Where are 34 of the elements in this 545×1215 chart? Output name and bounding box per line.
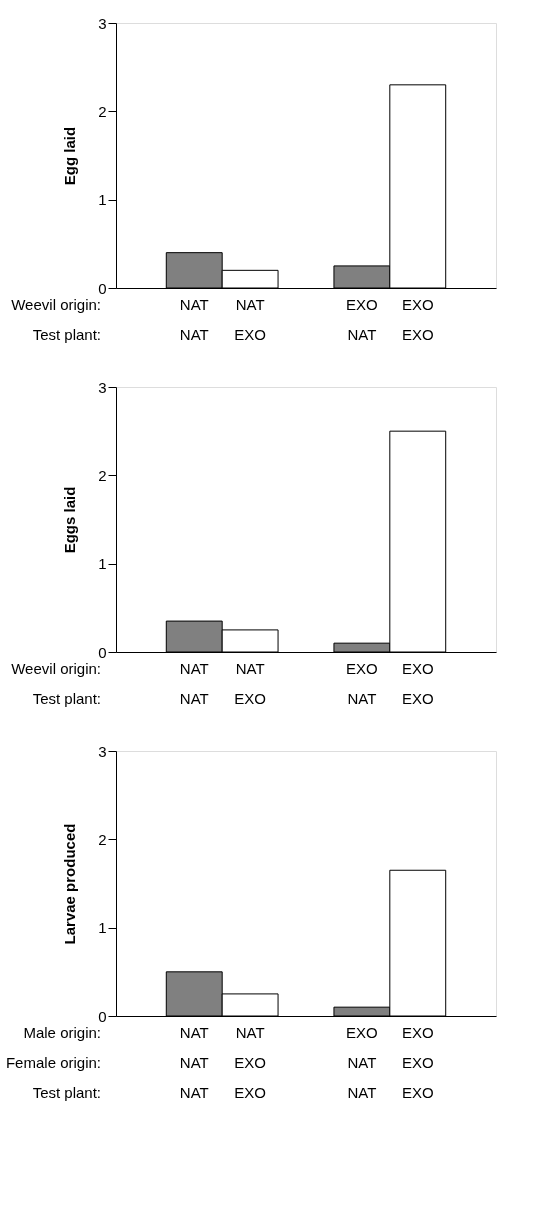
x-tick-label: EXO NAT <box>346 660 378 707</box>
y-tick-label: 1 <box>98 555 107 573</box>
x-tick-label: NAT EXO EXO <box>234 1024 266 1101</box>
text: Male origin: <box>23 1024 101 1041</box>
y-tick-label: 2 <box>98 466 107 484</box>
y-tick-label: 0 <box>98 643 107 661</box>
x-tick-label: EXO NAT NAT <box>346 1024 378 1101</box>
text: Female origin: <box>5 1054 101 1071</box>
y-tick-label: 2 <box>98 102 107 120</box>
x-tick-label: EXO NAT <box>346 296 378 343</box>
x-tick-label: EXO EXO <box>401 296 434 343</box>
x-tick-label: EXO EXO <box>401 660 434 707</box>
x-tick-label: EXO EXO EXO <box>401 1024 434 1101</box>
y-axis-title: Larvae produced <box>61 823 79 945</box>
y-tick-label: 1 <box>98 191 107 209</box>
x-tick-label: NAT NAT <box>179 660 209 707</box>
text: Test plant: <box>32 690 101 707</box>
y-tick-label: 3 <box>98 14 107 32</box>
y-axis-title: Eggs laid <box>61 486 79 554</box>
x-tick-label: NAT EXO <box>234 296 266 343</box>
y-axis-title: Egg laid <box>61 126 79 186</box>
x-tick-label: NAT NAT NAT <box>179 1024 209 1101</box>
y-tick-label: 2 <box>98 830 107 848</box>
text: Weevil origin: <box>11 296 101 313</box>
y-tick-label: 1 <box>98 919 107 937</box>
y-tick-label: 3 <box>98 742 107 760</box>
y-tick-label: 0 <box>98 279 107 297</box>
x-tick-label: NAT NAT <box>179 296 209 343</box>
text: Weevil origin: <box>11 660 101 677</box>
y-tick-label: 0 <box>98 1007 107 1025</box>
x-tick-label: NAT EXO <box>234 660 266 707</box>
y-tick-label: 3 <box>98 378 107 396</box>
text: Test plant: <box>32 1084 101 1101</box>
text: Test plant: <box>32 326 101 343</box>
